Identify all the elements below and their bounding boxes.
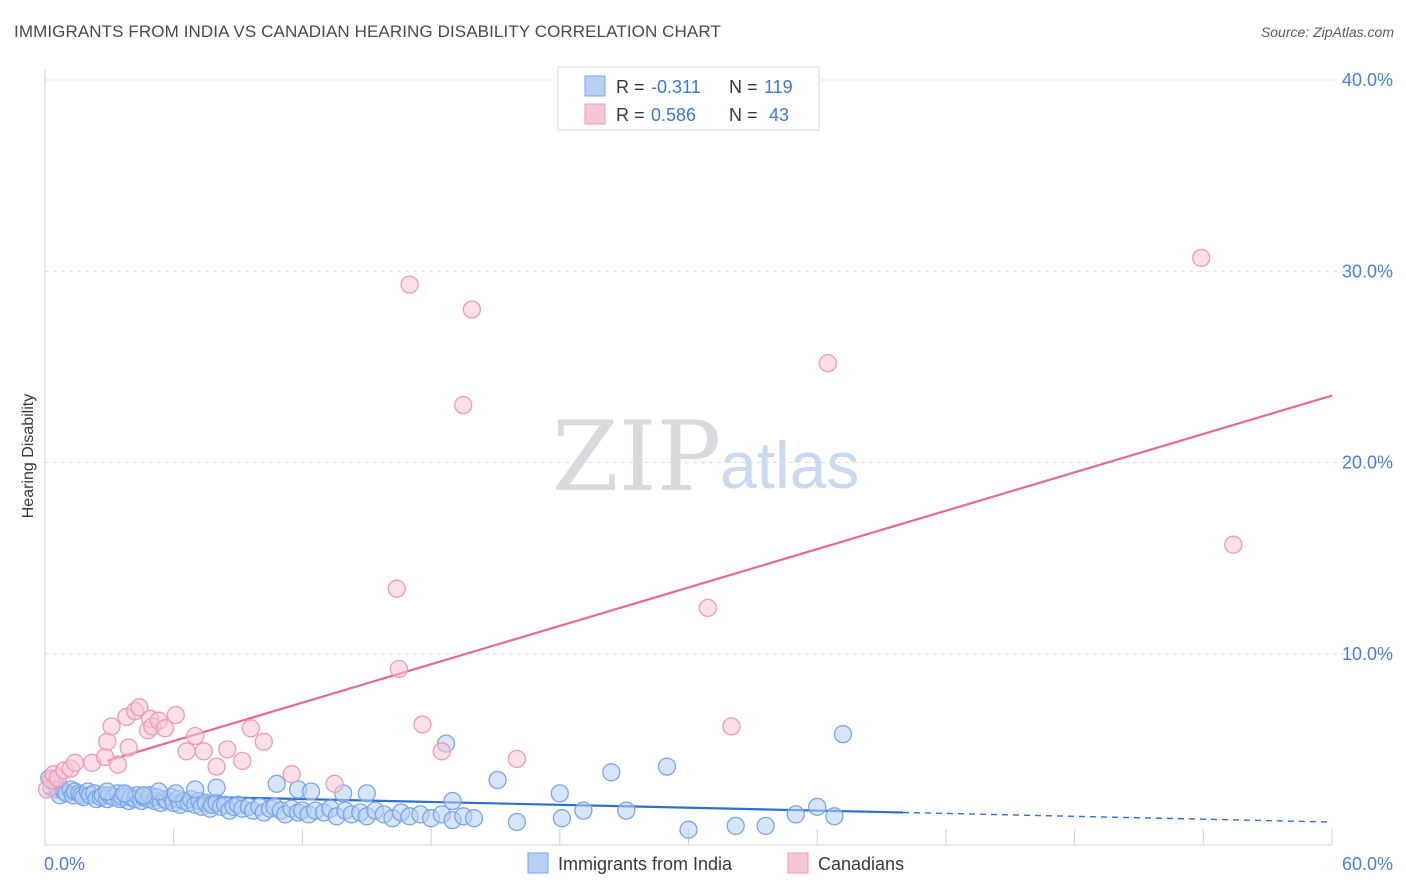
- legend-r-label-1: R =: [616, 77, 645, 97]
- series-legend: Immigrants from India Canadians: [527, 852, 904, 874]
- watermark-atlas: atlas: [720, 428, 859, 502]
- bottom-legend-label-india: Immigrants from India: [558, 854, 733, 874]
- india-point: [443, 791, 462, 811]
- india-trend-extension: [902, 811, 1333, 823]
- india-point: [756, 816, 775, 836]
- canadians-point: [177, 742, 196, 761]
- india-point: [149, 782, 168, 801]
- source-label: Source: ZipAtlas.com: [1260, 24, 1394, 40]
- canadians-point: [413, 715, 432, 734]
- canadians-point: [98, 732, 117, 751]
- india-point: [301, 782, 321, 801]
- legend-n-label-2: N =: [729, 105, 758, 125]
- india-point: [825, 807, 844, 826]
- y-tick-label: 20.0%: [1342, 453, 1393, 473]
- legend-swatch-pink: [584, 103, 606, 125]
- watermark-zip: ZIP: [552, 401, 721, 513]
- canadians-point: [1224, 535, 1243, 554]
- canadians-point: [698, 598, 717, 618]
- correlation-legend: R = -0.311 N = 119 R = 0.586 N = 43: [557, 66, 820, 131]
- india-point: [574, 801, 593, 820]
- legend-r-label-2: R =: [616, 105, 645, 125]
- canadians-point: [462, 300, 482, 319]
- canadians-point: [432, 742, 451, 761]
- canadians-point: [325, 774, 344, 793]
- legend-n-value-2: 43: [769, 105, 789, 125]
- india-point: [550, 784, 569, 803]
- grid: [45, 79, 1392, 655]
- canadians-point: [818, 353, 838, 373]
- legend-n-value-1: 119: [764, 77, 793, 97]
- x-tick-label: 0.0%: [44, 854, 85, 874]
- india-point: [98, 782, 117, 801]
- india-point: [464, 809, 484, 828]
- canadians-point: [119, 738, 138, 757]
- india-point: [786, 805, 805, 824]
- legend-n-label-1: N =: [729, 77, 758, 97]
- canadians-point: [507, 749, 527, 769]
- tick-labels: 10.0% 20.0% 30.0% 40.0% 0.0% 60.0%: [44, 70, 1393, 874]
- canadians-point: [166, 705, 185, 725]
- canadians-point: [108, 755, 128, 774]
- canadians-point: [454, 395, 473, 415]
- data-points: [37, 248, 1243, 839]
- canadians-point: [722, 717, 741, 736]
- india-point: [267, 774, 286, 793]
- bottom-legend-swatch-blue: [527, 852, 549, 874]
- legend-swatch-blue: [584, 75, 606, 97]
- canadians-trend-line: [106, 394, 1333, 762]
- canadians-point: [1192, 248, 1211, 268]
- canadians-point: [400, 275, 419, 294]
- canadians-point: [194, 742, 213, 761]
- india-point: [357, 784, 376, 803]
- x-tick-label: 60.0%: [1342, 854, 1393, 874]
- canadians-point: [186, 726, 205, 746]
- india-point: [552, 809, 572, 828]
- y-tick-label: 30.0%: [1342, 261, 1393, 281]
- y-tick-label: 40.0%: [1342, 70, 1393, 90]
- india-point: [207, 778, 226, 797]
- bottom-legend-label-canadians: Canadians: [818, 854, 904, 874]
- canadians-point: [233, 751, 252, 771]
- canadians-point: [130, 698, 149, 717]
- y-tick-label: 10.0%: [1342, 644, 1393, 664]
- canadians-point: [102, 717, 121, 736]
- india-point: [134, 786, 153, 805]
- india-point: [833, 724, 853, 744]
- india-point: [679, 820, 698, 839]
- canadians-point: [282, 765, 301, 784]
- legend-r-value-2: 0.586: [651, 105, 696, 125]
- india-point: [115, 784, 134, 803]
- canadians-point: [207, 757, 226, 776]
- canadians-point: [218, 740, 237, 759]
- canadians-point: [241, 719, 261, 738]
- legend-r-value-1: -0.311: [651, 77, 701, 97]
- canadians-point: [387, 579, 406, 598]
- chart-title: IMMIGRANTS FROM INDIA VS CANADIAN HEARIN…: [14, 22, 721, 41]
- y-axis-label: Hearing Disability: [20, 394, 37, 519]
- india-point: [186, 780, 205, 799]
- canadians-point: [254, 732, 273, 751]
- india-point: [166, 784, 185, 803]
- india-point: [617, 801, 636, 820]
- india-point: [808, 797, 827, 816]
- india-point: [507, 812, 527, 832]
- india-point: [726, 816, 745, 836]
- canadians-point: [389, 659, 409, 679]
- india-point: [602, 763, 621, 782]
- canadians-point: [65, 753, 85, 772]
- india-point: [657, 757, 677, 776]
- bottom-legend-swatch-pink: [787, 852, 809, 874]
- canadians-point: [155, 719, 175, 738]
- india-point: [488, 770, 507, 790]
